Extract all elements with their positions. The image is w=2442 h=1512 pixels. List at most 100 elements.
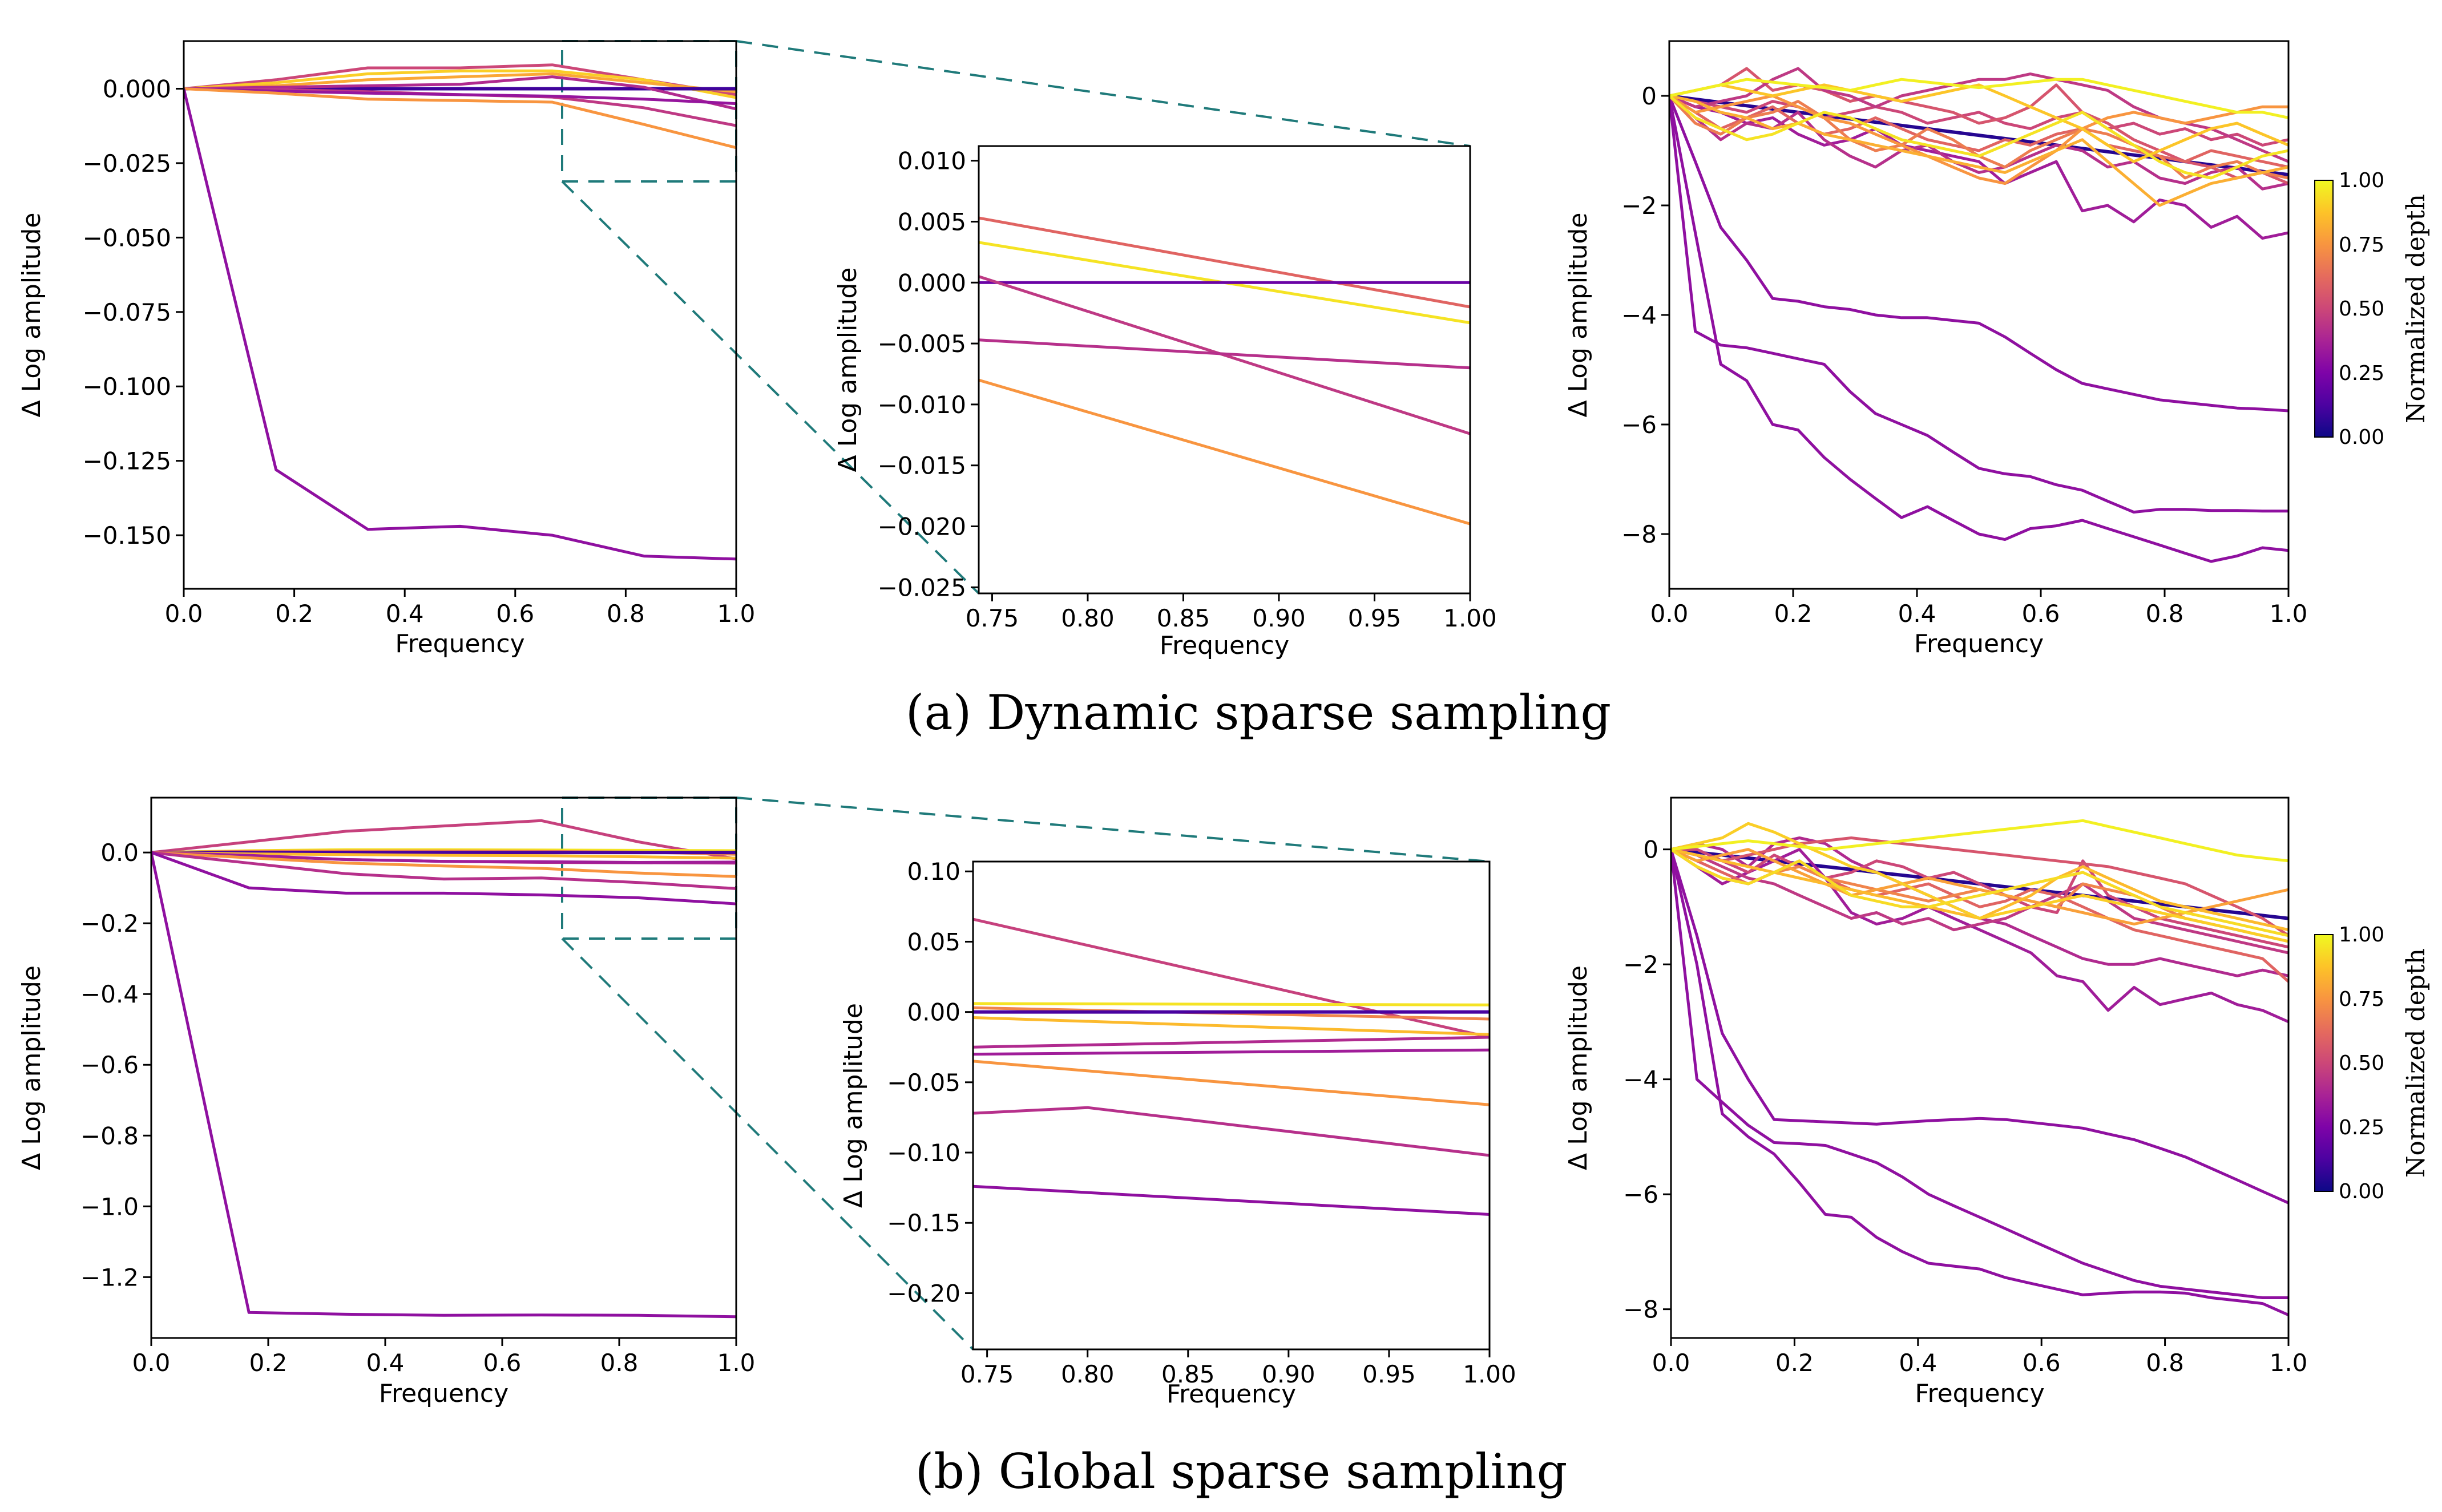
series-line xyxy=(1669,94,2288,169)
x-tick-label: 0.8 xyxy=(2146,600,2184,628)
chart-6: 0.0 0.2 0.4 0.6 0.8 1.0 0 −2 −4 −6 −8 Frequency Δ Lo… xyxy=(1564,797,2307,1408)
x-tick-label: 0.8 xyxy=(607,600,645,628)
x-tick-label: 0.95 xyxy=(1362,1360,1416,1388)
series-line xyxy=(184,87,736,106)
zoom-line xyxy=(736,40,1471,147)
plots-layer: 0.0 0.2 0.4 0.6 0.8 1.00.000−0.025−0.050−0.07… xyxy=(17,40,2307,1409)
x-tick-label: 0.75 xyxy=(960,1360,1014,1388)
y-tick-label: −0.05 xyxy=(887,1069,960,1097)
series-line xyxy=(979,216,1470,309)
x-tick-label: 0.0 xyxy=(165,600,203,628)
y-tick-label: 0 xyxy=(1643,836,1658,864)
y-tick-label: −0.020 xyxy=(878,513,966,541)
series-line xyxy=(151,851,736,864)
series-line xyxy=(184,75,736,111)
series-line xyxy=(151,851,736,890)
x-tick-label: 0.6 xyxy=(496,600,534,628)
x-tick-label: 0.85 xyxy=(1161,1360,1215,1388)
series-line xyxy=(1671,848,2288,1024)
y-tick-label: −0.010 xyxy=(878,391,966,419)
y-tick-label: 0.005 xyxy=(898,208,966,236)
chart-1: 0.0 0.2 0.4 0.6 0.8 1.0 0.000 −0.025 −0.050 −0.07… xyxy=(17,40,755,658)
series-line xyxy=(973,1036,1490,1049)
y-tick-label: −0.2 xyxy=(80,909,139,937)
series-line xyxy=(1669,83,2288,163)
series-group xyxy=(1669,67,2288,563)
axes-frame xyxy=(1670,797,2290,1339)
series-line xyxy=(184,69,736,99)
x-tick-label: 0.95 xyxy=(1348,604,1402,632)
x-tick-label: 0.85 xyxy=(1157,604,1210,632)
y-tick-label: 0.000 xyxy=(103,75,171,103)
series-line xyxy=(1671,848,2288,949)
y-tick-label: −0.005 xyxy=(878,330,966,358)
y-tick-label: −0.4 xyxy=(80,980,139,1008)
colorbar-label: Normalized depth xyxy=(2401,194,2431,423)
zoom-connector-bottom xyxy=(561,797,1490,1351)
y-tick-label: −0.100 xyxy=(83,373,171,401)
x-tick-label: 0.0 xyxy=(1650,600,1689,628)
axes-frame xyxy=(183,40,737,590)
x-axis-label: Frequency xyxy=(1915,1379,2044,1408)
series-line xyxy=(1669,94,2288,240)
series-line xyxy=(1671,849,2288,1299)
x-tick-label: 0.0 xyxy=(1652,1349,1690,1377)
axes-frame xyxy=(978,145,1471,595)
x-tick-label: 1.00 xyxy=(1463,1360,1516,1388)
y-tick-label: −8 xyxy=(1623,1296,1658,1324)
x-tick-label: 1.00 xyxy=(1443,604,1497,632)
x-axis-label: Frequency xyxy=(395,629,524,658)
y-tick-label: −0.6 xyxy=(80,1051,139,1079)
caption-dynamic: (a) Dynamic sparse sampling xyxy=(906,685,1611,741)
series-line xyxy=(151,851,736,905)
colorbar-gradient xyxy=(2314,934,2334,1192)
zoom-connector-top xyxy=(561,40,1471,595)
y-tick-label: −0.15 xyxy=(887,1209,960,1237)
y-tick-label: 0.05 xyxy=(907,928,960,956)
y-tick-label: −8 xyxy=(1621,520,1657,548)
x-tick-label: 0.6 xyxy=(2023,1349,2061,1377)
zoom-line xyxy=(561,937,974,1351)
x-tick-label: 0.2 xyxy=(275,600,313,628)
x-tick-label: 0.6 xyxy=(2022,600,2060,628)
y-tick-label: 0.00 xyxy=(907,998,960,1026)
y-tick-label: −2 xyxy=(1621,192,1657,220)
axes-frame xyxy=(150,797,737,1339)
x-tick-label: 0.4 xyxy=(366,1349,405,1377)
y-axis-label: Δ Log amplitude xyxy=(17,212,46,417)
colorbar-tick: 0.25 xyxy=(2339,1116,2384,1139)
zoom-line xyxy=(561,180,980,595)
y-tick-label: 0.0 xyxy=(100,839,139,867)
y-tick-label: −6 xyxy=(1623,1181,1658,1208)
y-tick-label: −1.0 xyxy=(80,1192,139,1220)
series-line xyxy=(184,87,736,149)
series-line xyxy=(973,1184,1490,1216)
colorbar-tick: 1.00 xyxy=(2339,923,2384,947)
series-line xyxy=(1671,848,2288,955)
x-tick-label: 0.90 xyxy=(1262,1360,1315,1388)
colorbar-label: Normalized depth xyxy=(2401,948,2431,1178)
colorbar-tick: 1.00 xyxy=(2339,169,2384,192)
zoom-line xyxy=(736,797,1490,863)
chart-2: 0.75 0.80 0.85 0.90 0.95 1.00 0.010 0.005 0.000 −… xyxy=(833,145,1497,660)
series-line xyxy=(979,378,1470,525)
caption-global: (b) Global sparse sampling xyxy=(915,1444,1568,1499)
y-axis-label: Δ Log amplitude xyxy=(17,965,46,1170)
x-tick-label: 0.2 xyxy=(249,1349,288,1377)
y-tick-label: −0.025 xyxy=(878,573,966,601)
series-line xyxy=(1669,94,2288,207)
series-line xyxy=(184,88,736,561)
series-line xyxy=(1671,836,2288,937)
y-tick-label: 0.000 xyxy=(898,269,966,297)
y-tick-label: −0.050 xyxy=(83,224,171,252)
x-tick-label: 0.2 xyxy=(1775,1349,1814,1377)
y-tick-label: 0 xyxy=(1641,82,1657,110)
zoom-box xyxy=(561,797,737,940)
series-line xyxy=(1671,848,2288,1204)
x-axis-label: Frequency xyxy=(1914,629,2044,658)
x-tick-label: 0.80 xyxy=(1061,1360,1115,1388)
series-line xyxy=(1669,95,2288,563)
y-tick-label: −0.10 xyxy=(887,1139,960,1167)
y-tick-label: −0.20 xyxy=(887,1279,960,1307)
x-tick-label: 0.4 xyxy=(1898,600,1936,628)
